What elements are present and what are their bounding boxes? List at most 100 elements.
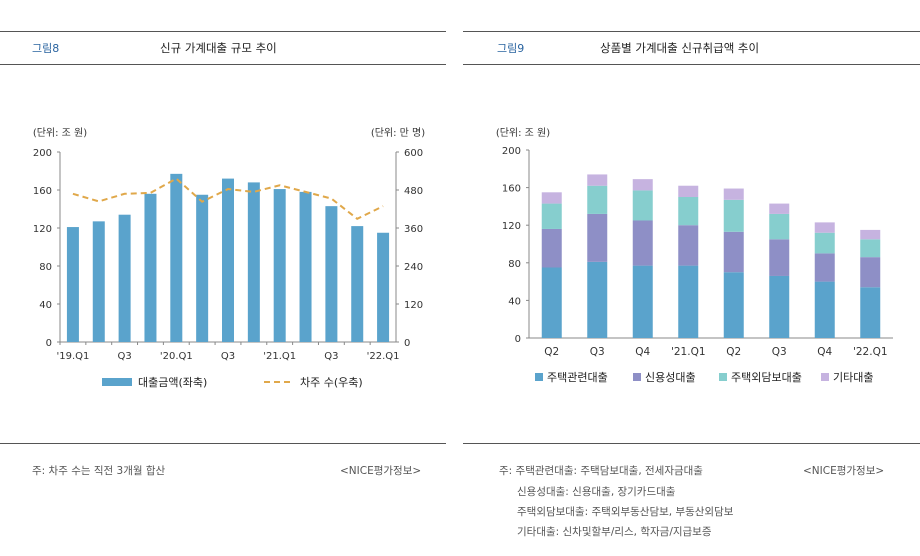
stack-non-housing: [541, 203, 562, 229]
header-rule: [463, 64, 920, 65]
y-tick-label: 40: [508, 296, 521, 307]
chart-note: 주: 차주 수는 직전 3개월 합산: [32, 465, 166, 477]
x-tick-label: Q3: [117, 351, 131, 362]
stack-credit: [541, 228, 562, 268]
note-other: 기타대출: 신차및할부/리스, 학자금/지급보증: [517, 526, 712, 538]
stack-non-housing: [678, 197, 699, 226]
y2-tick-label: 0: [404, 338, 410, 349]
x-tick-label: '19.Q1: [56, 351, 89, 362]
stack-non-housing: [814, 232, 835, 254]
legend-label: 기타대출: [833, 371, 873, 384]
stack-other: [632, 179, 653, 191]
x-tick-label: Q2: [544, 346, 559, 358]
y-tick-label: 160: [33, 186, 52, 197]
figure-title: 신규 가계대출 규모 추이: [160, 41, 277, 55]
stack-non-housing: [723, 199, 744, 232]
note-housing: 주: 주택관련대출: 주택담보대출, 전세자금대출: [499, 465, 703, 477]
legend-swatch: [633, 373, 641, 381]
stack-credit: [632, 220, 653, 266]
legend-swatch: [821, 373, 829, 381]
figure-9-panel: 그림9 상품별 가계대출 신규취급액 추이 (단위: 조 원) 0 40 80 120 1…: [463, 0, 920, 556]
legend-label: 주택외담보대출: [731, 371, 802, 384]
x-tick-label: Q3: [221, 351, 235, 362]
legend-swatch: [719, 373, 727, 381]
y2-tick-label: 480: [404, 186, 423, 197]
x-tick-label: Q3: [590, 346, 605, 358]
y-tick-label: 0: [46, 338, 52, 349]
x-tick-label: '21.Q1: [263, 351, 296, 362]
stack-non-housing: [860, 239, 881, 258]
bar-loan-amount: [222, 178, 234, 342]
top-rule: [0, 31, 446, 32]
legend-label: 신용성대출: [645, 371, 696, 384]
stack-housing: [769, 275, 790, 338]
bar-loan-amount: [92, 221, 105, 342]
stack-credit: [814, 253, 835, 282]
footer-rule: [463, 443, 920, 444]
note-credit: 신용성대출: 신용대출, 장기카드대출: [517, 486, 676, 498]
figure-number: 그림8: [32, 42, 60, 55]
chart-source: <NICE평가정보>: [803, 465, 885, 477]
x-tick-label: Q4: [635, 346, 650, 358]
y-tick-label: 200: [33, 148, 52, 159]
top-rule: [463, 31, 920, 32]
y2-tick-label: 120: [404, 300, 423, 311]
y-tick-label: 120: [502, 221, 521, 232]
stack-non-housing: [587, 185, 608, 214]
stack-other: [814, 222, 835, 233]
y-tick-label: 0: [515, 334, 521, 345]
bar-loan-amount: [273, 189, 286, 342]
bar-loan-amount: [325, 206, 338, 342]
stack-housing: [541, 267, 562, 338]
y-tick-label: 200: [502, 146, 521, 157]
legend-label: 주택관련대출: [547, 371, 608, 384]
stack-housing: [814, 281, 835, 338]
stack-non-housing: [632, 190, 653, 221]
left-unit-label: (단위: 조 원): [33, 126, 87, 139]
y2-tick-label: 600: [404, 148, 423, 159]
y-tick-label: 40: [39, 300, 52, 311]
stack-credit: [678, 225, 699, 266]
note-non-housing: 주택외담보대출: 주택외부동산담보, 부동산외담보: [517, 506, 734, 518]
legend-swatch-bar: [102, 378, 132, 386]
x-tick-label: Q4: [817, 346, 832, 358]
bar-loan-amount: [170, 173, 183, 342]
line-borrower-count: [72, 177, 384, 220]
stack-other: [587, 174, 608, 186]
figure-8-panel: 그림8 신규 가계대출 규모 추이 (단위: 조 원) (단위: 만 명) 0 40 8…: [0, 0, 446, 556]
bar-loan-amount: [144, 193, 157, 342]
chart-source: <NICE평가정보>: [340, 465, 422, 477]
stack-non-housing: [769, 213, 790, 240]
stack-credit: [769, 239, 790, 276]
stack-other: [769, 203, 790, 214]
stack-credit: [860, 257, 881, 288]
stack-other: [541, 192, 562, 204]
bar-loan-amount: [247, 182, 260, 342]
x-tick-label: '21.Q1: [671, 346, 706, 358]
stack-other: [723, 188, 744, 200]
stack-housing: [860, 287, 881, 338]
bar-loan-amount: [66, 227, 79, 342]
stack-housing: [678, 265, 699, 338]
y-tick-label: 80: [508, 259, 521, 270]
figure-title: 상품별 가계대출 신규취급액 추이: [600, 41, 760, 55]
stack-housing: [632, 265, 653, 338]
bar-loan-amount: [118, 214, 131, 342]
stack-housing: [723, 272, 744, 338]
y2-tick-label: 360: [404, 224, 423, 235]
stack-housing: [587, 261, 608, 338]
loan-volume-chart: (단위: 조 원) (단위: 만 명) 0 40 80 120 160 200 0 120 240 3…: [33, 126, 425, 389]
footer-rule: [0, 443, 446, 444]
legend-label-bar: 대출금액(좌축): [138, 376, 207, 389]
bar-loan-amount: [196, 194, 209, 342]
x-tick-label: '22.Q1: [367, 351, 400, 362]
x-tick-label: Q2: [726, 346, 741, 358]
loan-by-product-chart: (단위: 조 원) 0 40 80 120 160 200 Q2 Q3 Q4 '21.Q1 Q2 Q3 Q…: [496, 126, 893, 384]
stack-other: [678, 185, 699, 197]
x-tick-label: '22.Q1: [853, 346, 888, 358]
y-tick-label: 160: [502, 184, 521, 195]
y-tick-label: 80: [39, 262, 52, 273]
bar-loan-amount: [377, 232, 390, 342]
y-tick-label: 120: [33, 224, 52, 235]
legend-label-line: 차주 수(우축): [300, 376, 363, 389]
